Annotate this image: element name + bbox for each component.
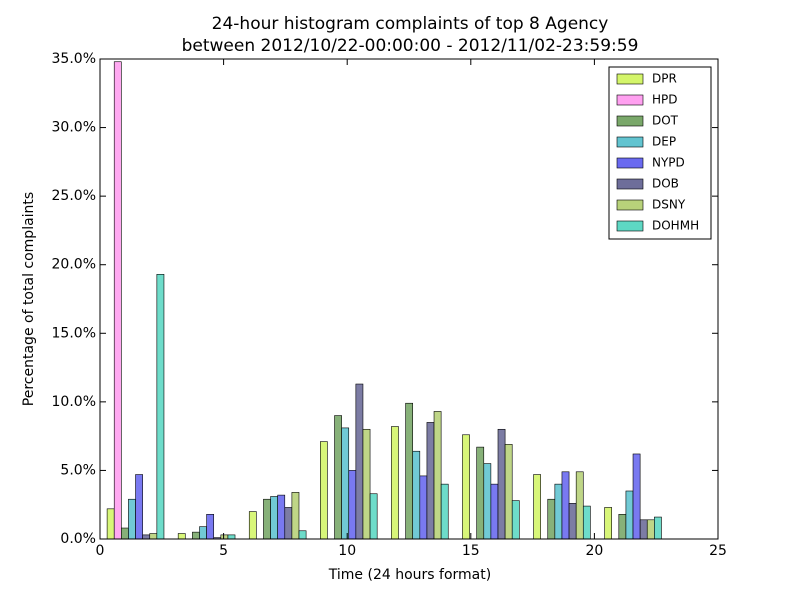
bar bbox=[547, 498, 556, 540]
y-tick-label: 25.0% bbox=[52, 188, 96, 204]
bar bbox=[270, 496, 278, 540]
bar bbox=[128, 498, 136, 540]
bar bbox=[192, 531, 200, 540]
bar bbox=[504, 444, 513, 540]
legend-swatch bbox=[616, 94, 644, 106]
bar bbox=[135, 474, 143, 540]
y-tick-label: 35.0% bbox=[52, 51, 96, 67]
bar bbox=[348, 470, 357, 540]
bar bbox=[199, 526, 207, 540]
bar bbox=[248, 511, 257, 540]
bar bbox=[462, 434, 470, 540]
bar bbox=[604, 507, 613, 540]
legend-label: NYPD bbox=[652, 156, 685, 170]
bar bbox=[106, 508, 115, 540]
bar bbox=[490, 483, 499, 540]
y-tick-label: 0.0% bbox=[60, 531, 96, 547]
legend-swatch bbox=[616, 199, 644, 211]
bar bbox=[334, 415, 342, 540]
bar bbox=[533, 474, 541, 540]
bar bbox=[177, 533, 186, 540]
x-tick-label: 25 bbox=[709, 543, 727, 559]
legend-label: DEP bbox=[652, 135, 676, 149]
plot-frame bbox=[99, 58, 719, 540]
x-tick-label: 10 bbox=[338, 543, 356, 559]
bar bbox=[426, 422, 435, 540]
bar bbox=[277, 494, 286, 540]
bar bbox=[554, 483, 563, 540]
y-tick-label: 5.0% bbox=[60, 462, 96, 478]
y-tick-label: 10.0% bbox=[52, 394, 96, 410]
bar bbox=[263, 498, 271, 540]
legend-label: DOB bbox=[652, 177, 679, 191]
bar bbox=[320, 441, 328, 540]
legend-label: DPR bbox=[652, 72, 677, 86]
bar bbox=[206, 514, 215, 540]
bar bbox=[227, 534, 236, 540]
bar bbox=[291, 492, 300, 540]
bar bbox=[149, 533, 158, 540]
bar bbox=[476, 446, 485, 540]
bar bbox=[568, 503, 577, 540]
bar bbox=[113, 61, 122, 540]
legend-swatch bbox=[616, 220, 644, 232]
legend-swatch bbox=[616, 136, 644, 148]
bar bbox=[433, 411, 442, 540]
x-tick-label: 0 bbox=[96, 543, 105, 559]
legend-label: DOT bbox=[652, 114, 679, 128]
x-tick-label: 15 bbox=[462, 543, 480, 559]
bar bbox=[497, 428, 506, 540]
bar bbox=[156, 274, 165, 540]
bar bbox=[341, 427, 350, 540]
bar bbox=[220, 534, 229, 540]
legend-swatch bbox=[616, 178, 644, 190]
bar bbox=[575, 471, 584, 540]
bar bbox=[511, 500, 520, 540]
y-axis-label: Percentage of total complaints bbox=[21, 192, 37, 406]
bar bbox=[121, 527, 129, 540]
y-tick-label: 30.0% bbox=[52, 120, 96, 136]
bar bbox=[419, 475, 428, 540]
legend-label: DSNY bbox=[652, 198, 686, 212]
y-tick-label: 15.0% bbox=[52, 325, 96, 341]
bar bbox=[362, 428, 371, 540]
bar bbox=[632, 453, 641, 540]
chart-subtitle: between 2012/10/22-00:00:00 - 2012/11/02… bbox=[182, 36, 639, 56]
bar bbox=[625, 490, 634, 540]
legend-swatch bbox=[616, 157, 644, 169]
bar bbox=[284, 507, 293, 540]
bar bbox=[440, 483, 449, 540]
bar bbox=[412, 450, 421, 540]
bar bbox=[142, 534, 151, 540]
bar bbox=[646, 519, 655, 540]
legend-swatch bbox=[616, 73, 644, 85]
legend-label: HPD bbox=[652, 93, 678, 107]
x-tick-label: 20 bbox=[585, 543, 603, 559]
x-axis-label: Time (24 hours format) bbox=[328, 567, 491, 583]
bar bbox=[582, 505, 591, 540]
bar bbox=[639, 519, 648, 540]
bar bbox=[391, 426, 399, 540]
bar bbox=[298, 530, 307, 540]
bar bbox=[618, 514, 627, 540]
bar bbox=[355, 383, 364, 540]
y-tick-label: 20.0% bbox=[52, 257, 96, 273]
legend-label: DOHMH bbox=[652, 219, 699, 233]
bar bbox=[654, 516, 662, 540]
chart-title: 24-hour histogram complaints of top 8 Ag… bbox=[212, 14, 609, 34]
bar bbox=[369, 493, 378, 540]
x-tick-label: 5 bbox=[219, 543, 228, 559]
bar bbox=[483, 463, 492, 540]
legend-swatch bbox=[616, 115, 644, 127]
bar bbox=[405, 402, 414, 540]
legend-box bbox=[608, 66, 712, 240]
bar bbox=[561, 471, 570, 540]
